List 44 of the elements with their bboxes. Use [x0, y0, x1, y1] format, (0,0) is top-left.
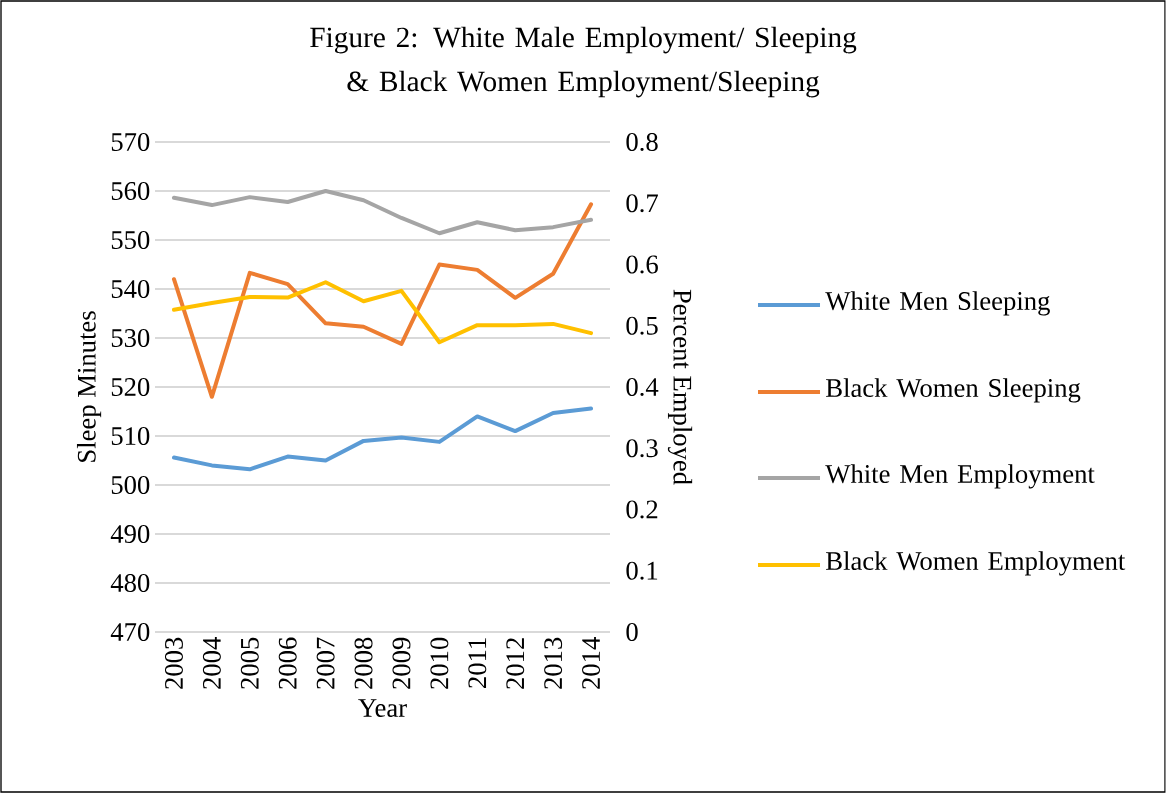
legend-label: White Men Employment [825, 464, 1095, 489]
y-tick-label: 500 [111, 476, 150, 494]
x-tick-label: 2010 [430, 637, 449, 689]
y2-tick-label: 0.2 [626, 500, 658, 519]
y-tick-label: 520 [111, 378, 150, 396]
x-tick-label: 2006 [278, 637, 297, 689]
x-tick-label: 2004 [202, 637, 221, 689]
legend-label: Black Women Employment [826, 551, 1126, 576]
legend-label: White Men Sleeping [825, 291, 1050, 316]
y2-tick-label: 0.6 [626, 255, 658, 274]
line-series [171, 406, 594, 472]
x-tick-label: 2009 [392, 637, 411, 689]
y2-tick-label: 0.4 [626, 377, 659, 397]
y-tick-label: 490 [110, 525, 150, 543]
x-tick-label: 2014 [582, 637, 601, 689]
y-tick-label: 470 [110, 623, 150, 641]
y-tick-label: 510 [111, 427, 150, 445]
x-tick-label: 2007 [316, 637, 335, 689]
y2-tick-label: 0.7 [626, 194, 658, 213]
line-series [171, 202, 594, 399]
y2-tick-label: 0.1 [626, 561, 658, 580]
y-tick-label: 560 [111, 182, 150, 200]
line-series [171, 189, 594, 236]
y2-tick-label: 0.8 [626, 132, 658, 152]
y2-tick-label: 0 [626, 623, 638, 641]
y2-axis-title: Percent Employed [667, 289, 693, 485]
x-tick-label: 2011 [468, 638, 487, 688]
y2-tick-label: 0.5 [626, 316, 658, 335]
y-tick-label: 480 [110, 574, 150, 592]
x-tick-label: 2008 [354, 637, 373, 689]
line-series [171, 280, 594, 345]
y-axis-title: Sleep Minutes [76, 311, 102, 462]
x-tick-label: 2005 [240, 637, 259, 689]
y-tick-label: 540 [111, 280, 150, 298]
x-tick-label: 2003 [164, 637, 183, 689]
y2-tick-label: 0.3 [626, 439, 658, 458]
y-tick-label: 530 [111, 329, 150, 347]
chart-title: Figure 2: White Male Employment/ Sleeping & Black Women Employment/Sleeping [310, 26, 857, 98]
legend-label: Black Women Sleeping [826, 378, 1081, 403]
x-tick-label: 2012 [506, 638, 525, 689]
x-axis-title: Year [358, 699, 407, 717]
x-tick-label: 2013 [544, 637, 563, 689]
y-tick-label: 550 [111, 231, 150, 249]
y-tick-label: 570 [111, 133, 150, 151]
